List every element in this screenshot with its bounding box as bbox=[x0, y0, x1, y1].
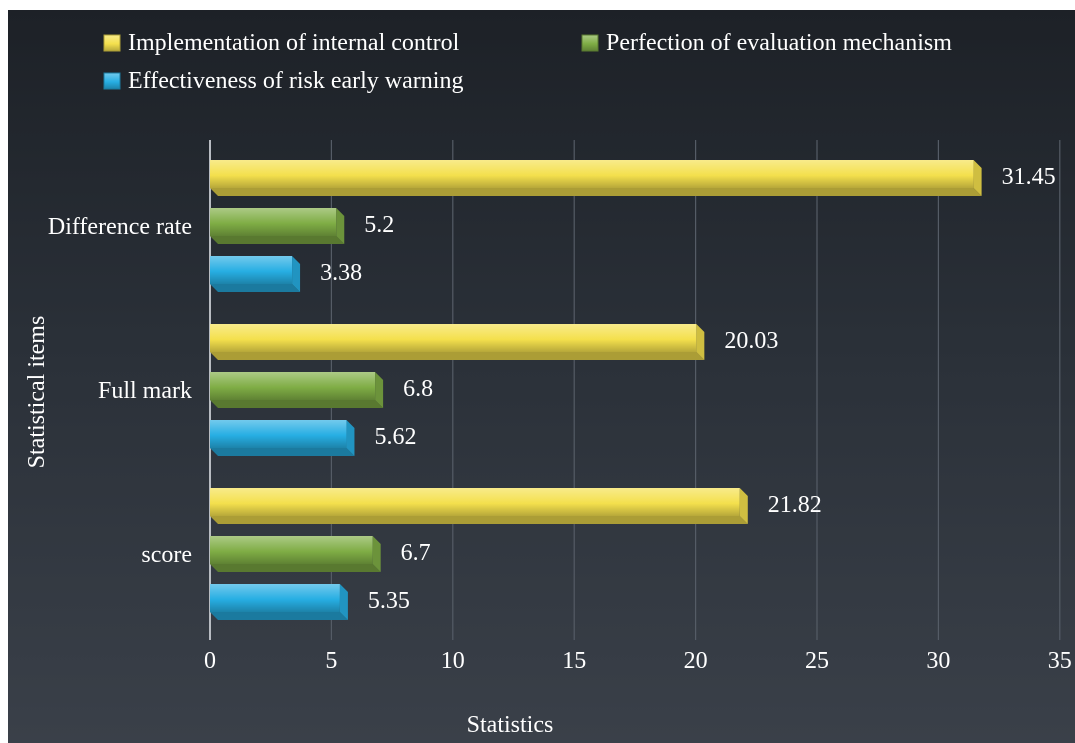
bar-front-face bbox=[210, 208, 337, 236]
data-label-score-perfection-of-evaluation-mechanism: 6.7 bbox=[401, 540, 431, 566]
legend-swatch bbox=[581, 34, 599, 52]
bar-score-implementation-of-internal-control bbox=[210, 488, 748, 524]
legend-label: Perfection of evaluation mechanism bbox=[606, 30, 952, 56]
bar-difference-rate-effectiveness-of-risk-early-warning bbox=[210, 256, 301, 292]
legend-item-implementation-of-internal-control: Implementation of internal control bbox=[103, 30, 460, 56]
data-label-difference-rate-perfection-of-evaluation-mechanism: 5.2 bbox=[364, 212, 394, 238]
y-tick-label-score: score bbox=[141, 542, 192, 568]
bar-full-mark-implementation-of-internal-control bbox=[210, 324, 705, 360]
axes: 0 5 10 15 20 25 30 35 Difference rate Full mark sc… bbox=[48, 140, 1072, 674]
bar-front-face bbox=[210, 584, 340, 612]
x-axis-title: Statistics bbox=[467, 712, 554, 738]
bar-end-face bbox=[973, 160, 982, 196]
data-label-difference-rate-implementation-of-internal-control: 31.45 bbox=[1002, 164, 1056, 190]
bar-difference-rate-perfection-of-evaluation-mechanism bbox=[210, 208, 345, 244]
bar-front-face bbox=[210, 256, 293, 284]
y-tick-label-full-mark: Full mark bbox=[98, 378, 192, 404]
legend-label: Effectiveness of risk early warning bbox=[128, 68, 463, 94]
bar-bottom-face bbox=[210, 284, 301, 292]
bar-bottom-face bbox=[210, 448, 355, 456]
data-labels: 31.45 5.23.38 20.03 6.8 5.62 21.82 6.7 5.35 bbox=[320, 164, 1056, 614]
bar-bottom-face bbox=[210, 564, 381, 572]
bar-bottom-face bbox=[210, 612, 348, 620]
data-label-score-implementation-of-internal-control: 21.82 bbox=[768, 492, 822, 518]
bar-difference-rate-implementation-of-internal-control bbox=[210, 160, 982, 196]
x-tick-label-35: 35 bbox=[1048, 648, 1072, 674]
bar-end-face bbox=[339, 584, 348, 620]
bar-end-face bbox=[346, 420, 355, 456]
x-tick-label-5: 5 bbox=[325, 648, 337, 674]
x-tick-label-25: 25 bbox=[805, 648, 829, 674]
bars bbox=[210, 160, 982, 620]
data-label-full-mark-perfection-of-evaluation-mechanism: 6.8 bbox=[403, 376, 433, 402]
bar-full-mark-effectiveness-of-risk-early-warning bbox=[210, 420, 355, 456]
y-axis-title: Statistical items bbox=[24, 316, 50, 469]
chart-container: 0 5 10 15 20 25 30 35 Difference rate Full mark sc… bbox=[8, 10, 1075, 743]
bar-end-face bbox=[739, 488, 748, 524]
data-label-full-mark-implementation-of-internal-control: 20.03 bbox=[724, 328, 778, 354]
bar-end-face bbox=[336, 208, 345, 244]
bar-score-effectiveness-of-risk-early-warning bbox=[210, 584, 348, 620]
bar-bottom-face bbox=[210, 516, 748, 524]
bar-front-face bbox=[210, 488, 740, 516]
data-label-score-effectiveness-of-risk-early-warning: 5.35 bbox=[368, 588, 410, 614]
legend: Implementation of internal control Perfec… bbox=[103, 30, 952, 94]
bar-front-face bbox=[210, 536, 373, 564]
data-label-difference-rate-effectiveness-of-risk-early-warning: 3.38 bbox=[320, 260, 362, 286]
x-tick-label-15: 15 bbox=[562, 648, 586, 674]
bar-score-perfection-of-evaluation-mechanism bbox=[210, 536, 381, 572]
bar-bottom-face bbox=[210, 236, 345, 244]
legend-item-perfection-of-evaluation-mechanism: Perfection of evaluation mechanism bbox=[581, 30, 952, 56]
bar-front-face bbox=[210, 160, 974, 188]
legend-swatch bbox=[103, 34, 121, 52]
legend-item-effectiveness-of-risk-early-warning: Effectiveness of risk early warning bbox=[103, 68, 463, 94]
data-label-full-mark-effectiveness-of-risk-early-warning: 5.62 bbox=[374, 424, 416, 450]
bar-end-face bbox=[292, 256, 301, 292]
bar-chart: 0 5 10 15 20 25 30 35 Difference rate Full mark sc… bbox=[24, 30, 1072, 738]
bar-front-face bbox=[210, 420, 347, 448]
bar-bottom-face bbox=[210, 400, 384, 408]
bar-bottom-face bbox=[210, 352, 705, 360]
y-tick-label-difference-rate: Difference rate bbox=[48, 214, 192, 240]
x-tick-label-30: 30 bbox=[926, 648, 950, 674]
bar-end-face bbox=[696, 324, 705, 360]
bar-front-face bbox=[210, 324, 697, 352]
bar-bottom-face bbox=[210, 188, 982, 196]
x-tick-label-20: 20 bbox=[684, 648, 708, 674]
bar-end-face bbox=[375, 372, 384, 408]
x-tick-label-0: 0 bbox=[204, 648, 216, 674]
legend-swatch bbox=[103, 72, 121, 90]
bar-end-face bbox=[372, 536, 381, 572]
gridlines bbox=[330, 140, 1061, 640]
legend-label: Implementation of internal control bbox=[128, 30, 460, 56]
bar-front-face bbox=[210, 372, 376, 400]
x-tick-label-10: 10 bbox=[441, 648, 465, 674]
bar-full-mark-perfection-of-evaluation-mechanism bbox=[210, 372, 384, 408]
